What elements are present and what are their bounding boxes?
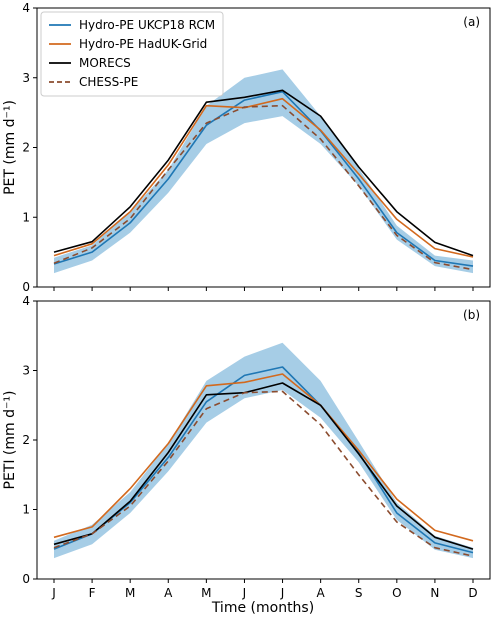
x-tick-label: A xyxy=(164,586,173,600)
x-tick-label: D xyxy=(468,586,477,600)
panel-b-chart: 0 1 2 3 4 J F M A M J J A S O N D PETI (mm d⁻¹) (b) xyxy=(2,294,491,600)
panel-label: (b) xyxy=(463,308,480,322)
x-axis-label: Time (months) xyxy=(211,600,314,616)
legend: Hydro-PE UKCP18 RCM Hydro-PE HadUK-Grid MO… xyxy=(40,11,224,97)
x-tick-label: S xyxy=(355,586,363,600)
x-tick-label: J xyxy=(51,586,56,600)
y-axis-label: PET (mm d⁻¹) xyxy=(2,100,18,195)
uncertainty-band xyxy=(54,342,473,559)
y-tick-label: 4 xyxy=(22,294,30,308)
x-tick-label: J xyxy=(242,586,247,600)
legend-label: MORECS xyxy=(79,56,131,70)
legend-label: Hydro-PE HadUK-Grid xyxy=(79,37,207,51)
uncertainty-band xyxy=(54,69,473,274)
panel-label: (a) xyxy=(463,15,480,29)
y-tick-label: 1 xyxy=(22,503,30,517)
series-line-hydro-pe-ukcp18-rcm xyxy=(53,90,474,267)
x-tick-label: M xyxy=(201,586,211,600)
series-line-morecs xyxy=(53,382,474,550)
y-tick-label: 1 xyxy=(22,210,30,224)
series-line-chess-pe xyxy=(53,390,474,557)
y-tick-label: 0 xyxy=(22,572,30,586)
legend-box xyxy=(40,11,224,97)
y-tick-label: 2 xyxy=(22,141,30,155)
series-line-hydro-pe-ukcp18-rcm xyxy=(53,366,474,554)
y-tick-label: 2 xyxy=(22,433,30,447)
series-line-hydro-pe-haduk-grid xyxy=(53,373,474,542)
legend-label: CHESS-PE xyxy=(79,75,138,89)
x-tick-label: M xyxy=(125,586,135,600)
series-line-morecs xyxy=(53,89,474,257)
legend-label: Hydro-PE UKCP18 RCM xyxy=(79,18,215,32)
y-tick-label: 3 xyxy=(22,71,30,85)
y-axis-label: PETI (mm d⁻¹) xyxy=(2,391,18,490)
y-tick-label: 4 xyxy=(22,1,30,15)
x-tick-label: A xyxy=(317,586,326,600)
y-tick-label: 3 xyxy=(22,364,30,378)
series-line-hydro-pe-haduk-grid xyxy=(53,97,474,258)
series-line-chess-pe xyxy=(53,104,474,271)
y-tick-label: 0 xyxy=(22,280,30,294)
x-tick-label: J xyxy=(280,586,285,600)
x-tick-label: F xyxy=(89,586,96,600)
x-tick-label: O xyxy=(392,586,401,600)
x-tick-label: N xyxy=(430,586,439,600)
